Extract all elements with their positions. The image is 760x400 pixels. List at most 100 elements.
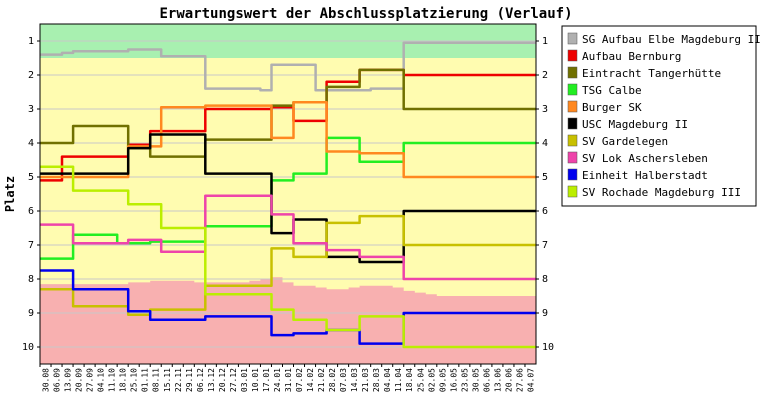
series-line-7 <box>40 194 536 281</box>
y-tick-label-right: 8 <box>542 274 548 285</box>
legend-swatch-4 <box>567 100 578 113</box>
legend-label-9: SV Rochade Magdeburg III <box>582 186 741 199</box>
series-line-9 <box>40 165 536 349</box>
legend-label-6: SV Gardelegen <box>582 135 668 148</box>
y-tick-label-left: 9 <box>28 308 34 319</box>
x-tick-label: 04.07 <box>527 368 536 392</box>
legend-swatch-9 <box>567 185 578 198</box>
y-tick-label-right: 5 <box>542 172 548 183</box>
x-tick-label: 27.06 <box>516 368 525 392</box>
legend-label-1: Aufbau Bernburg <box>582 50 681 63</box>
y-tick-label-right: 6 <box>542 206 548 217</box>
x-tick-label: 11.10 <box>108 368 117 392</box>
x-tick-label: 13.09 <box>64 368 73 392</box>
x-axis-ticks: 30.08 06.09 13.09 20.09 27.09 04.10 11.10 18.10… <box>39 364 536 392</box>
x-tick-label: 04.10 <box>97 368 106 392</box>
y-tick-label-right: 9 <box>542 308 548 319</box>
legend-swatch-2 <box>567 66 578 79</box>
series-line-0 <box>40 41 536 92</box>
y-tick-label-left: 3 <box>28 104 34 115</box>
x-tick-label: 10.01 <box>251 368 260 392</box>
legend-label-4: Burger SK <box>582 101 642 114</box>
x-tick-label: 13.12 <box>207 368 216 392</box>
legend-label-5: USC Magdeburg II <box>582 118 688 131</box>
y-tick-label-left: 8 <box>28 274 34 285</box>
y-tick-label-right: 2 <box>542 70 548 81</box>
x-tick-label: 27.09 <box>86 368 95 392</box>
legend-swatch-3 <box>567 83 578 96</box>
x-tick-label: 07.03 <box>339 368 348 392</box>
x-tick-label: 21.02 <box>317 368 326 392</box>
x-tick-label: 03.01 <box>240 368 249 392</box>
series-line-5 <box>40 133 536 264</box>
legend-swatch-7 <box>567 151 578 164</box>
y-tick-label-right: 7 <box>542 240 548 251</box>
legend-swatch-1 <box>567 49 578 62</box>
x-tick-label: 20.12 <box>218 368 227 392</box>
x-tick-label: 24.01 <box>273 368 282 392</box>
x-tick-label: 27.12 <box>229 368 238 392</box>
x-tick-label: 25.04 <box>416 368 425 392</box>
x-tick-label: 25.10 <box>130 368 139 392</box>
x-tick-label: 13.06 <box>493 368 502 392</box>
legend-label-0: SG Aufbau Elbe Magdeburg III <box>582 33 760 46</box>
x-tick-label: 29.11 <box>185 368 194 392</box>
x-tick-label: 21.03 <box>361 368 370 392</box>
x-tick-label: 20.09 <box>75 368 84 392</box>
y-tick-label-right: 4 <box>542 138 548 149</box>
x-tick-label: 01.11 <box>141 368 150 392</box>
x-tick-label: 22.11 <box>174 368 183 392</box>
y-tick-label-right: 3 <box>542 104 548 115</box>
x-tick-label: 15.11 <box>163 368 172 392</box>
y-tick-label-left: 4 <box>28 138 34 149</box>
plot-frame <box>39 23 537 365</box>
x-tick-label: 28.02 <box>328 368 337 392</box>
x-tick-label: 31.01 <box>284 368 293 392</box>
series-line-2 <box>40 68 536 158</box>
x-tick-label: 02.05 <box>427 368 436 392</box>
chart-title: Erwartungswert der Abschlussplatzierung … <box>159 6 572 22</box>
x-tick-label: 08.11 <box>152 368 161 392</box>
x-tick-label: 11.04 <box>394 368 403 392</box>
legend-swatch-6 <box>567 134 578 147</box>
legend: SG Aufbau Elbe Magdeburg III Aufbau Bernb… <box>561 25 760 207</box>
x-tick-label: 07.02 <box>295 368 304 392</box>
legend-swatch-0 <box>567 32 578 45</box>
legend-label-8: Einheit Halberstadt <box>582 169 708 182</box>
x-tick-label: 04.04 <box>383 368 392 392</box>
x-tick-label: 30.08 <box>42 368 51 392</box>
x-tick-label: 23.05 <box>460 368 469 392</box>
legend-label-3: TSG Calbe <box>582 84 642 97</box>
series-line-8 <box>40 269 536 345</box>
x-tick-label: 18.10 <box>119 368 128 392</box>
y-tick-label-left: 6 <box>28 206 34 217</box>
x-tick-label: 20.06 <box>504 368 513 392</box>
y-tick-label-right: 1 <box>542 36 548 47</box>
x-tick-label: 18.04 <box>405 368 414 392</box>
series-lines <box>40 41 536 349</box>
x-tick-label: 09.05 <box>438 368 447 392</box>
y-axis-ticks: 1 1 2 2 3 3 4 4 5 5 6 6 7 7 8 8 9 9 10 10 <box>22 36 554 353</box>
legend-box <box>561 25 757 207</box>
x-tick-label: 14.02 <box>306 368 315 392</box>
x-tick-label: 16.05 <box>449 368 458 392</box>
band-bottom <box>40 277 536 364</box>
y-tick-label-left: 10 <box>22 342 34 353</box>
y-tick-label-left: 1 <box>28 36 34 47</box>
legend-label-7: SV Lok Aschersleben <box>582 152 708 165</box>
x-tick-label: 06.06 <box>482 368 491 392</box>
x-tick-label: 06.12 <box>196 368 205 392</box>
legend-swatch-5 <box>567 117 578 130</box>
x-tick-label: 06.09 <box>53 368 62 392</box>
x-tick-label: 17.01 <box>262 368 271 392</box>
y-tick-label-left: 2 <box>28 70 34 81</box>
x-tick-label: 28.03 <box>372 368 381 392</box>
legend-swatch-8 <box>567 168 578 181</box>
legend-label-2: Eintracht Tangerhütte <box>582 67 721 80</box>
y-tick-label-left: 5 <box>28 172 34 183</box>
x-tick-label: 30.05 <box>471 368 480 392</box>
y-tick-label-right: 10 <box>542 342 554 353</box>
y-tick-label-left: 7 <box>28 240 34 251</box>
x-tick-label: 14.03 <box>350 368 359 392</box>
